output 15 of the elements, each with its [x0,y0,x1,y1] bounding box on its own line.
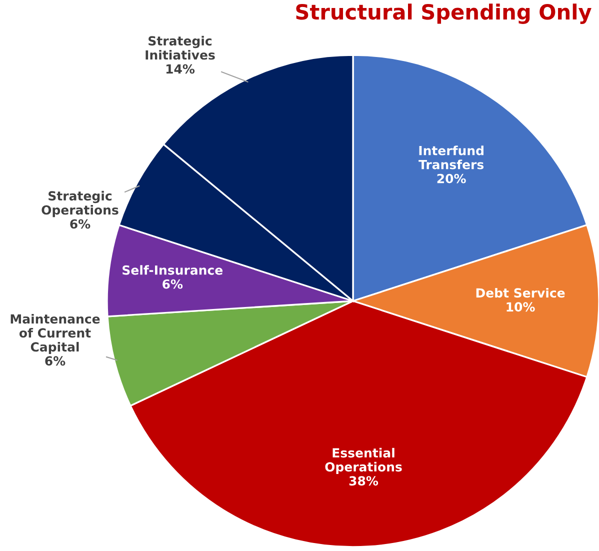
data-label: 38% [349,476,378,486]
data-label: 6% [162,279,183,289]
data-label: 6% [70,219,90,229]
slice-label: Strategic Initiatives [146,36,215,60]
slice-label: Strategic Operations [42,190,118,218]
data-label: 14% [166,64,195,74]
slice-label: Debt Service [476,288,565,298]
slice-label: Maintenance of Current Capital [10,314,100,354]
data-label: 20% [437,174,466,184]
data-label: 10% [506,302,535,312]
chart-title: Structural Spending Only [296,4,592,24]
slice-label: Essential Operations [325,448,402,474]
data-label: 6% [45,356,66,366]
slice-label: Self-Insurance [122,265,223,275]
slice-label: Interfund Transfers [418,146,484,170]
